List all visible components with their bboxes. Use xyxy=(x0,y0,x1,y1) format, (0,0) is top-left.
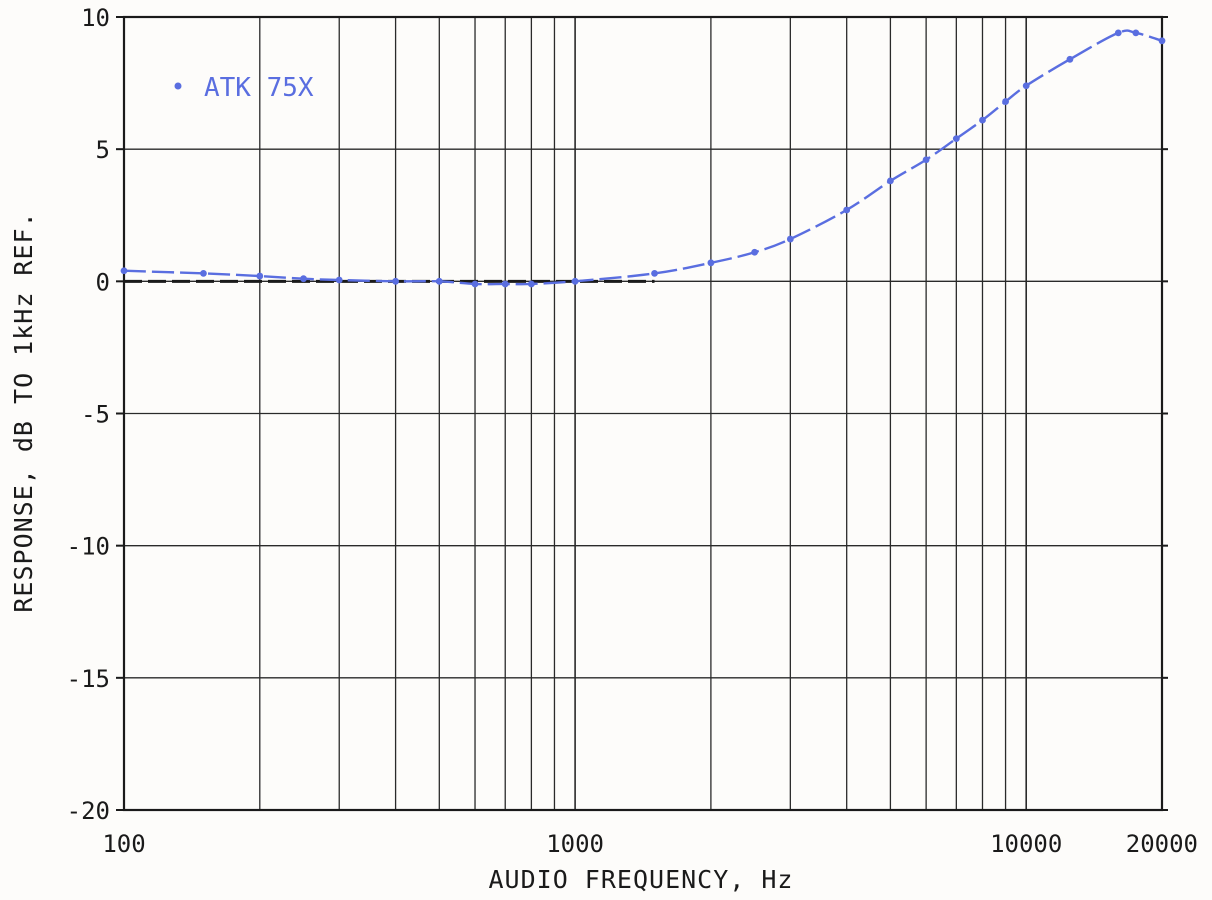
series-layer xyxy=(120,29,1166,288)
data-point xyxy=(571,277,579,285)
data-point xyxy=(952,135,960,142)
y-tick-label: 10 xyxy=(81,4,110,32)
y-tick-label: -10 xyxy=(67,533,110,561)
legend-marker xyxy=(174,82,182,90)
data-point xyxy=(786,235,794,243)
data-point xyxy=(120,267,128,275)
x-tick-label: 10000 xyxy=(990,830,1062,858)
data-point xyxy=(843,206,851,214)
y-tick-label: -20 xyxy=(67,797,110,825)
y-tick-labels: 10 5 0 -5 -10 -15 -20 xyxy=(67,4,110,825)
x-tick-label: 20000 xyxy=(1126,830,1198,858)
chart-grid xyxy=(124,17,1162,810)
series-line-0 xyxy=(123,29,1163,286)
data-point xyxy=(1066,55,1074,63)
data-point xyxy=(335,276,343,284)
x-tick-label: 1000 xyxy=(546,830,604,858)
legend: ATK 75X xyxy=(174,73,314,103)
plot-frame xyxy=(116,15,1168,812)
data-point xyxy=(435,277,443,285)
y-axis-title: RESPONSE, dB TO 1kHz REF. xyxy=(9,211,38,612)
y-tick-label: -15 xyxy=(67,665,110,693)
x-tick-label: 100 xyxy=(102,830,145,858)
data-point xyxy=(471,280,479,288)
data-point xyxy=(392,277,399,285)
y-tick-label: 0 xyxy=(96,268,110,296)
data-point xyxy=(1114,29,1122,37)
data-point xyxy=(707,259,715,267)
x-tick-labels: 100 1000 10000 20000 xyxy=(102,830,1198,858)
data-point xyxy=(300,275,307,283)
data-point xyxy=(751,248,759,256)
data-point xyxy=(979,116,986,124)
data-point xyxy=(1022,82,1030,90)
data-point xyxy=(501,280,509,288)
data-point xyxy=(1132,29,1140,37)
y-tick-label: -5 xyxy=(81,401,110,429)
data-point xyxy=(527,280,535,288)
data-point xyxy=(1002,98,1009,105)
data-point xyxy=(200,270,207,277)
data-point xyxy=(922,156,930,164)
data-point xyxy=(256,272,264,280)
data-point xyxy=(651,270,658,277)
y-tick-label: 5 xyxy=(96,136,110,164)
data-point xyxy=(887,177,894,185)
legend-label: ATK 75X xyxy=(204,73,314,103)
x-axis-title: AUDIO FREQUENCY, Hz xyxy=(489,865,794,894)
data-point xyxy=(1158,37,1166,45)
